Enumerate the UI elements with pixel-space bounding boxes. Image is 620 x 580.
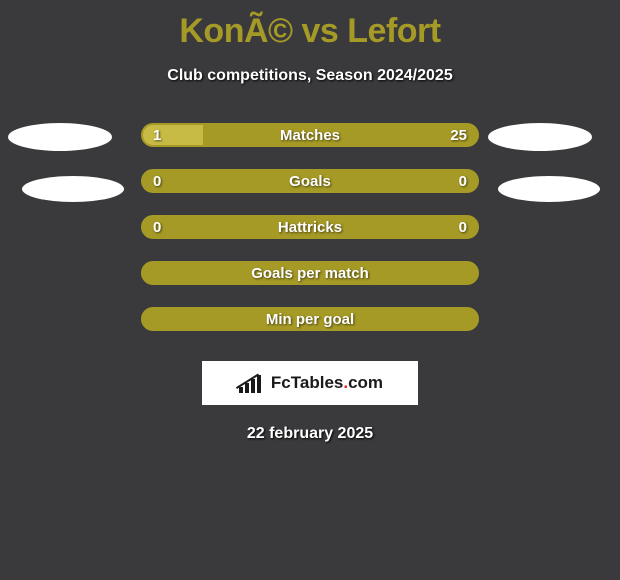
stat-label: Goals per match [143, 263, 477, 283]
stat-bar: Goals0 0 [141, 169, 479, 193]
stat-bar: Hattricks0 0 [141, 215, 479, 239]
stat-value-right: 0 [459, 217, 467, 237]
stat-label: Goals [143, 171, 477, 191]
stat-rows: Matches125Goals00Hattricks00Goals per ma… [0, 123, 620, 331]
stat-row: Min per goal [0, 307, 620, 331]
page-title: KonÃ© vs Lefort [0, 0, 620, 51]
brand-prefix: Fc [271, 373, 291, 392]
brand-main: Tables [291, 373, 344, 392]
brand-suffix: com [348, 373, 383, 392]
stat-value-left: 1 [153, 125, 161, 145]
avatar-placeholder [498, 176, 600, 202]
stat-label: Matches [143, 125, 477, 145]
avatar-placeholder [488, 123, 592, 151]
stat-row: Goals per match [0, 261, 620, 285]
stat-label: Min per goal [143, 309, 477, 329]
stat-row: Hattricks0 0 [0, 215, 620, 239]
date-line: 22 february 2025 [0, 425, 620, 443]
avatar-placeholder [8, 123, 112, 151]
stat-bar: Matches1 25 [141, 123, 479, 147]
stat-bar: Goals per match [141, 261, 479, 285]
bar-chart-icon [237, 373, 265, 393]
stat-value-right: 25 [450, 125, 467, 145]
avatar-placeholder [22, 176, 124, 202]
comparison-infographic: KonÃ© vs Lefort Club competitions, Seaso… [0, 0, 620, 580]
stat-value-left: 0 [153, 171, 161, 191]
stat-value-left: 0 [153, 217, 161, 237]
stat-bar: Min per goal [141, 307, 479, 331]
branding-badge: FcTables.com [202, 361, 418, 405]
stat-value-right: 0 [459, 171, 467, 191]
branding-text: FcTables.com [271, 373, 383, 393]
subtitle: Club competitions, Season 2024/2025 [0, 67, 620, 85]
stat-label: Hattricks [143, 217, 477, 237]
